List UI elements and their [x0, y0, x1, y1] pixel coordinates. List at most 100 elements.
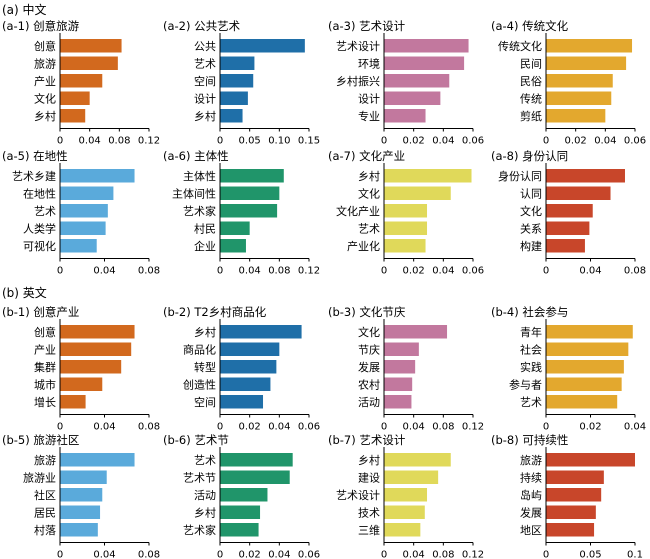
category-label: 艺术节	[183, 471, 216, 484]
bar	[60, 523, 98, 537]
category-label: 身份认同	[498, 169, 542, 183]
x-tick-label: 0.06	[624, 136, 646, 147]
panel-title: (a-1) 创意旅游	[2, 19, 80, 33]
x-tick-label: 0	[381, 422, 387, 433]
bar	[546, 360, 624, 374]
category-label: 文化	[34, 91, 56, 105]
category-label: 关系	[520, 221, 542, 235]
x-tick-label: 0.04	[432, 136, 454, 147]
category-label: 产业化	[347, 239, 380, 253]
x-tick-label: 0.04	[93, 266, 115, 277]
bar	[60, 453, 135, 467]
category-label: 设计	[194, 92, 216, 105]
bar	[384, 470, 439, 484]
bar	[220, 325, 302, 339]
bar	[546, 523, 595, 537]
bar	[546, 505, 596, 519]
x-tick-label: 0.15	[298, 136, 320, 147]
category-label: 乡村	[194, 505, 216, 519]
bar	[546, 91, 612, 105]
x-tick-label: 0	[57, 550, 63, 559]
x-tick-label: 0.08	[138, 550, 160, 559]
category-label: 乡村	[358, 169, 380, 183]
bar	[220, 109, 243, 123]
category-label: 构建	[520, 239, 542, 253]
category-label: 空间	[194, 395, 216, 409]
x-tick-label: 0.12	[298, 266, 320, 277]
bar	[384, 360, 416, 374]
x-tick-label: 0.06	[298, 550, 320, 559]
bar	[546, 470, 604, 484]
category-label: 艺术乡建	[12, 169, 56, 183]
category-label: 乡村	[358, 453, 380, 467]
panel-title: (a-7) 文化产业	[328, 149, 405, 163]
bar	[384, 488, 428, 502]
x-tick-label: 0.08	[268, 266, 290, 277]
bar	[220, 204, 278, 218]
bar	[384, 453, 451, 467]
bar	[220, 342, 280, 356]
x-tick-label: 0.04	[239, 266, 261, 277]
x-tick-label: 0	[543, 550, 549, 559]
x-tick-label: 0.08	[624, 266, 646, 277]
category-label: 设计	[358, 92, 380, 105]
bar	[384, 109, 426, 123]
x-tick-label: 0.05	[579, 550, 601, 559]
bar	[384, 505, 425, 519]
panel-title: (a-6) 主体性	[163, 149, 229, 163]
bar	[220, 39, 305, 53]
bar	[220, 239, 246, 253]
bar	[384, 74, 450, 88]
category-label: 艺术	[194, 57, 216, 70]
x-tick-label: 0.02	[403, 136, 425, 147]
bar	[546, 204, 593, 218]
x-tick-label: 0	[381, 550, 387, 559]
bar	[220, 91, 248, 105]
bar	[546, 488, 602, 502]
category-label: 文化	[358, 186, 380, 200]
category-label: 艺术	[520, 396, 542, 409]
category-label: 农村	[358, 377, 380, 391]
bar	[220, 523, 259, 537]
x-tick-label: 0.08	[432, 550, 454, 559]
category-label: 艺术家	[183, 523, 216, 537]
category-label: 文化	[520, 204, 542, 218]
category-label: 企业	[194, 239, 216, 253]
category-label: 建设	[358, 470, 380, 484]
bar	[546, 377, 622, 391]
x-tick-label: 0.12	[138, 136, 160, 147]
bar	[384, 221, 428, 235]
bar	[384, 377, 413, 391]
x-tick-label: 0	[57, 422, 63, 433]
bar	[60, 342, 132, 356]
x-tick-label: 0	[381, 136, 387, 147]
panel-title: (b-5) 旅游社区	[2, 433, 79, 447]
bar	[60, 56, 118, 70]
bar	[60, 505, 101, 519]
panel-title: (b-1) 创意产业	[2, 305, 79, 319]
category-label: 产业	[34, 342, 56, 356]
x-tick-label: 0	[543, 266, 549, 277]
panel-title: (b-6) 艺术节	[163, 433, 229, 447]
category-label: 村民	[194, 221, 216, 235]
bar	[60, 360, 122, 374]
bar	[384, 169, 472, 183]
category-label: 参与者	[509, 377, 542, 391]
category-label: 民间	[520, 57, 542, 70]
category-label: 活动	[358, 396, 380, 409]
category-label: 主体间性	[172, 186, 216, 200]
panel-title: (a-2) 公共艺术	[163, 19, 241, 33]
x-tick-label: 0	[381, 266, 387, 277]
x-tick-label: 0.04	[594, 136, 616, 147]
bar	[60, 488, 103, 502]
bar	[546, 453, 635, 467]
category-label: 社会	[520, 342, 542, 356]
bar	[546, 221, 590, 235]
category-label: 居民	[34, 506, 56, 519]
section-label-b: (b) 英文	[2, 285, 47, 300]
bar	[546, 186, 611, 200]
bar	[60, 39, 122, 53]
